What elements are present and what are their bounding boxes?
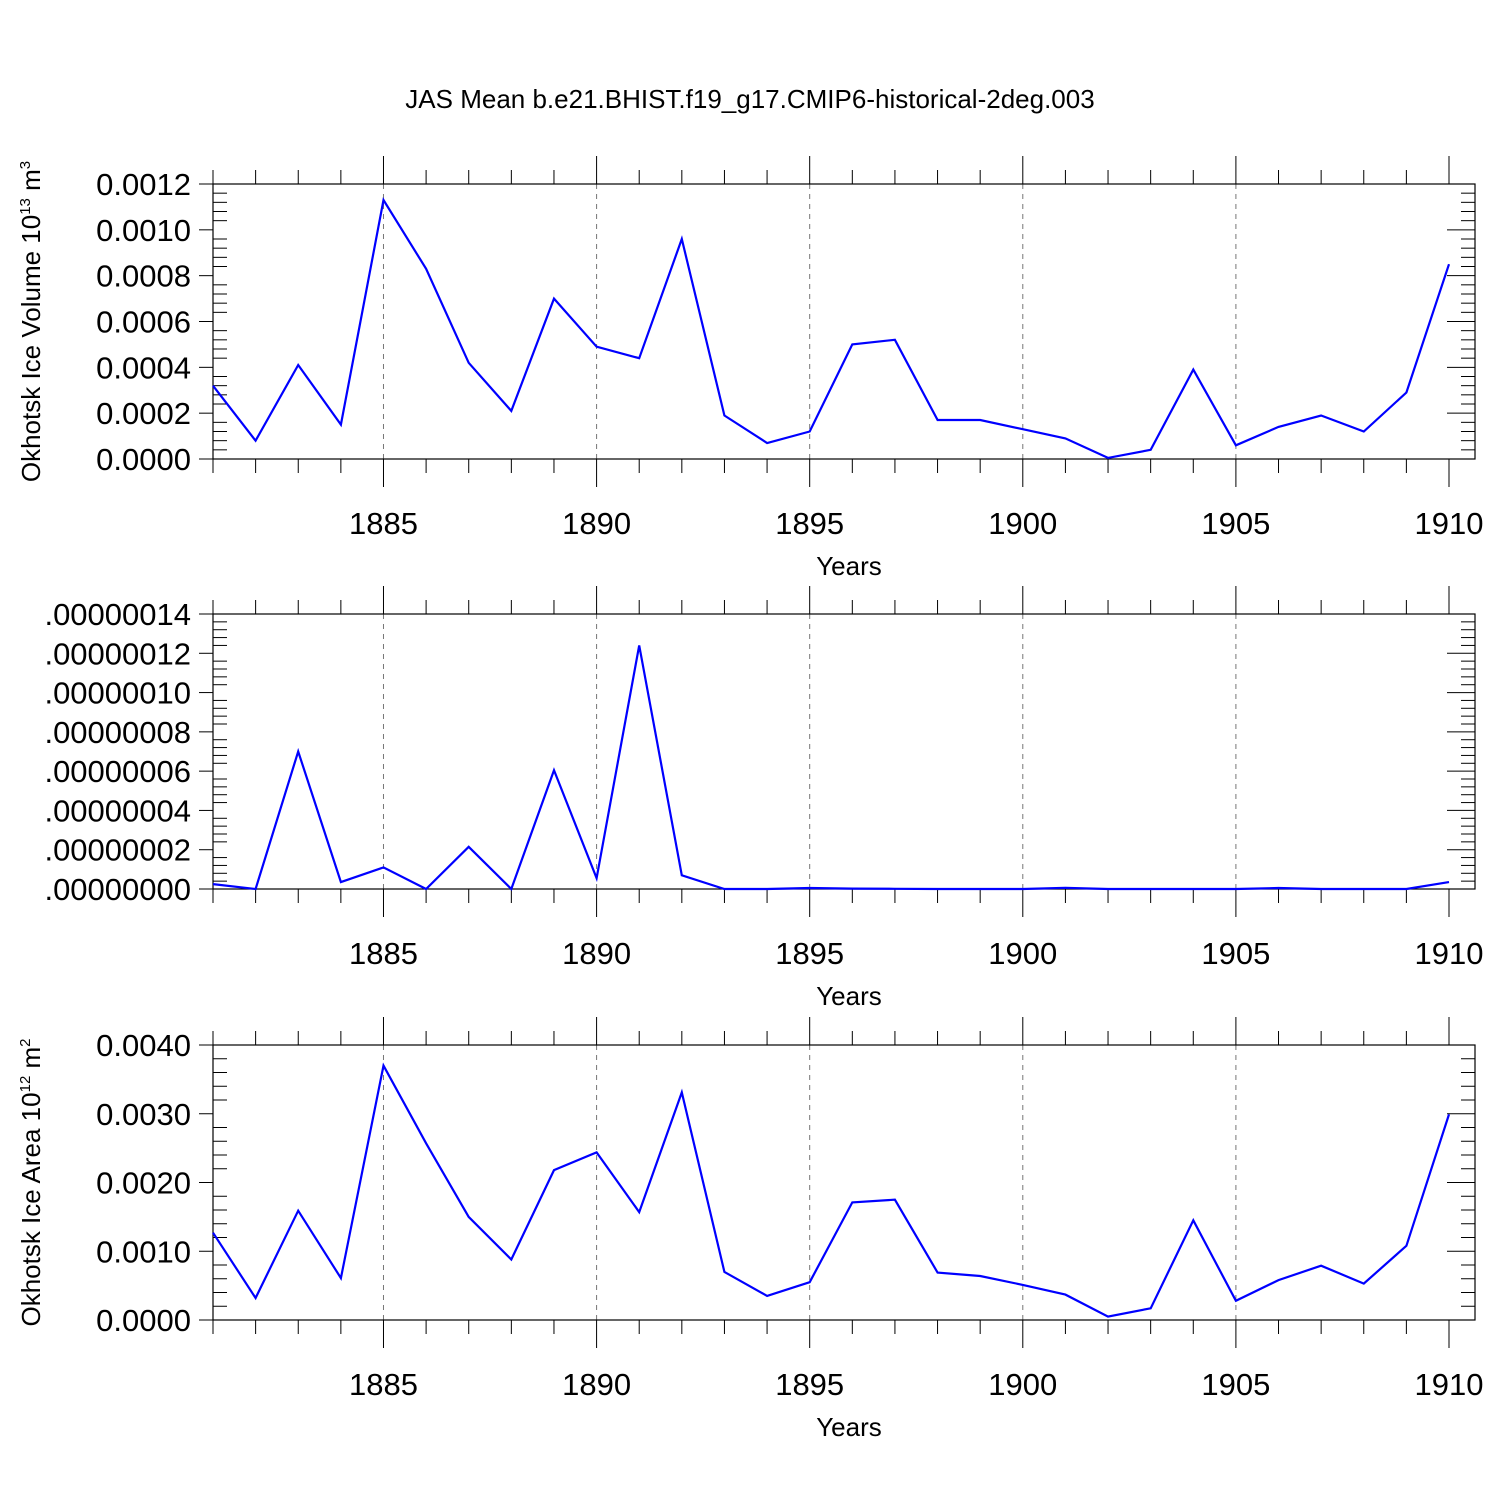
panels: 1885 1890 1895 1900 1905 1910 0.0000 0.0002 0.00… bbox=[16, 156, 1483, 1442]
y-tick-label: 0.0030 bbox=[96, 1097, 191, 1132]
x-tick-label: 1895 bbox=[775, 1367, 844, 1402]
y-tick-label: 0.0020 bbox=[96, 1166, 191, 1201]
x-tick-label: 1910 bbox=[1415, 936, 1484, 971]
y-tick-label: .00000006 bbox=[44, 754, 191, 789]
y-tick-label: .00000004 bbox=[44, 793, 191, 828]
x-tick-label: 1910 bbox=[1415, 1367, 1484, 1402]
y-tick-label: 0.0000 bbox=[96, 442, 191, 477]
y-tick-label: .00000010 bbox=[44, 676, 191, 711]
x-tick-label: 1910 bbox=[1415, 506, 1484, 541]
y-tick-label: 0.0040 bbox=[96, 1028, 191, 1063]
y-tick-label: 0.0008 bbox=[96, 259, 191, 294]
x-tick-label: 1905 bbox=[1201, 936, 1270, 971]
x-axis-label: Years bbox=[816, 1412, 882, 1442]
chart-panel-1: 1885 1890 1895 1900 1905 1910 0.0000 0.0002 0.00… bbox=[16, 156, 1483, 581]
x-tick-label: 1885 bbox=[349, 1367, 418, 1402]
plot-frame bbox=[212, 613, 1476, 890]
x-tick-label: 1890 bbox=[562, 506, 631, 541]
x-tick-label: 1885 bbox=[349, 936, 418, 971]
y-axis-label-superscript: 13 bbox=[17, 198, 34, 215]
y-tick-label: 0.0010 bbox=[96, 213, 191, 248]
x-tick-label: 1900 bbox=[988, 506, 1057, 541]
y-axis-label: Okhotsk Ice Area 1012 m2 bbox=[16, 1038, 46, 1326]
y-axis-label-superscript: 2 bbox=[17, 1038, 34, 1046]
plot-frame bbox=[212, 183, 1476, 460]
y-axis-label-text: Okhotsk Ice Volume 10 bbox=[16, 215, 46, 482]
x-tick-label: 1885 bbox=[349, 506, 418, 541]
series-line-1 bbox=[212, 197, 1451, 460]
x-tick-label: 1905 bbox=[1201, 506, 1270, 541]
x-axis-label: Years bbox=[816, 981, 882, 1011]
y-tick-label: .00000008 bbox=[44, 715, 191, 750]
y-axis-label-superscript: 3 bbox=[17, 161, 34, 169]
y-tick-label: .00000000 bbox=[44, 872, 191, 907]
y-tick-label: 0.0010 bbox=[96, 1234, 191, 1269]
y-tick-label: 0.0004 bbox=[96, 350, 191, 385]
y-tick-label: .00000014 bbox=[44, 597, 191, 632]
y-tick-label: 0.0000 bbox=[96, 1303, 191, 1338]
chart-panel-3: 1885 1890 1895 1900 1905 1910 0.0000 0.0010 0.00… bbox=[16, 1017, 1483, 1442]
x-tick-label: 1890 bbox=[562, 1367, 631, 1402]
y-tick-label: .00000012 bbox=[44, 636, 191, 671]
y-tick-label: 0.0012 bbox=[96, 167, 191, 202]
y-tick-label: 0.0002 bbox=[96, 396, 191, 431]
series-line-1 bbox=[212, 1062, 1451, 1318]
y-tick-label: .00000002 bbox=[44, 833, 191, 868]
figure-title: JAS Mean b.e21.BHIST.f19_g17.CMIP6-histo… bbox=[405, 84, 1094, 114]
x-axis-label: Years bbox=[816, 551, 882, 581]
y-axis-label-text: Okhotsk Ice Area 10 bbox=[16, 1092, 46, 1326]
y-axis-label-superscript: 12 bbox=[17, 1076, 34, 1093]
y-axis-label-text: m bbox=[16, 1047, 46, 1076]
x-tick-label: 1895 bbox=[775, 936, 844, 971]
series-line-1 bbox=[212, 645, 1450, 891]
x-tick-label: 1900 bbox=[988, 1367, 1057, 1402]
y-axis-label-text: m bbox=[16, 169, 46, 198]
x-tick-label: 1905 bbox=[1201, 1367, 1270, 1402]
x-tick-label: 1895 bbox=[775, 506, 844, 541]
y-axis-label: Okhotsk Ice Volume 1013 m3 bbox=[16, 161, 46, 482]
y-tick-label: 0.0006 bbox=[96, 305, 191, 340]
x-tick-label: 1890 bbox=[562, 936, 631, 971]
chart-panel-2: 1885 1890 1895 1900 1905 1910 .00000000 .000000… bbox=[44, 586, 1483, 1011]
x-tick-label: 1900 bbox=[988, 936, 1057, 971]
